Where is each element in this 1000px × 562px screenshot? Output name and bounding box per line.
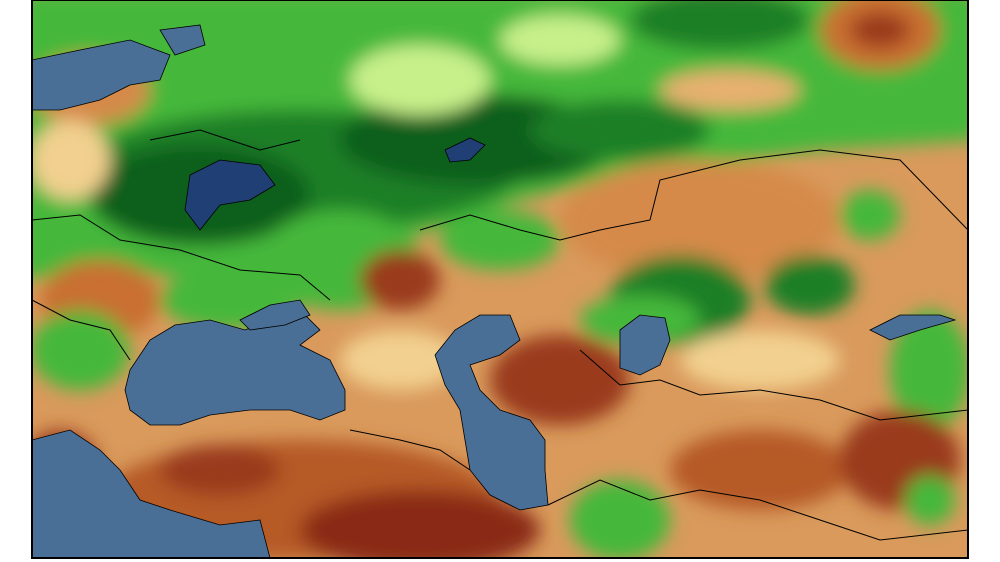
- light-region: [680, 330, 840, 390]
- dry-region: [300, 490, 540, 558]
- green-region: [440, 210, 560, 270]
- lake-balkhash: [869, 314, 957, 341]
- lake: [184, 159, 276, 231]
- water-bodies: [32, 24, 957, 558]
- border: [32, 214, 331, 301]
- map-field: [32, 0, 968, 558]
- dry-region: [160, 445, 280, 495]
- green-region: [630, 0, 810, 50]
- mediterranean-sea: [32, 429, 271, 558]
- green-region: [530, 100, 710, 160]
- border: [349, 429, 471, 471]
- reservoir: [444, 137, 486, 163]
- green-region: [570, 480, 670, 558]
- dry-region: [850, 12, 910, 48]
- light-region: [32, 120, 110, 200]
- dry-region: [670, 430, 850, 510]
- border: [547, 479, 968, 541]
- border: [579, 349, 968, 421]
- borders: [32, 129, 968, 541]
- green-region: [765, 255, 855, 315]
- light-region: [350, 45, 490, 115]
- baltic-sea: [32, 39, 171, 111]
- light-region: [500, 15, 620, 65]
- dry-region: [360, 250, 440, 310]
- dry-region: [660, 70, 800, 110]
- green-region: [32, 310, 130, 390]
- map-frame: [31, 0, 969, 559]
- sea-of-azov: [239, 299, 311, 331]
- green-region: [840, 190, 900, 240]
- dry-region: [560, 160, 840, 280]
- border: [419, 149, 968, 241]
- green-region: [905, 475, 955, 525]
- border: [149, 129, 301, 151]
- green-region: [890, 310, 968, 430]
- caspian-sea: [434, 314, 549, 511]
- anomaly-field: [32, 0, 968, 558]
- aral-sea: [619, 314, 671, 376]
- dry-region: [490, 335, 630, 425]
- light-region: [340, 330, 460, 390]
- gulf: [159, 24, 206, 56]
- black-sea: [124, 309, 346, 426]
- border: [32, 299, 131, 361]
